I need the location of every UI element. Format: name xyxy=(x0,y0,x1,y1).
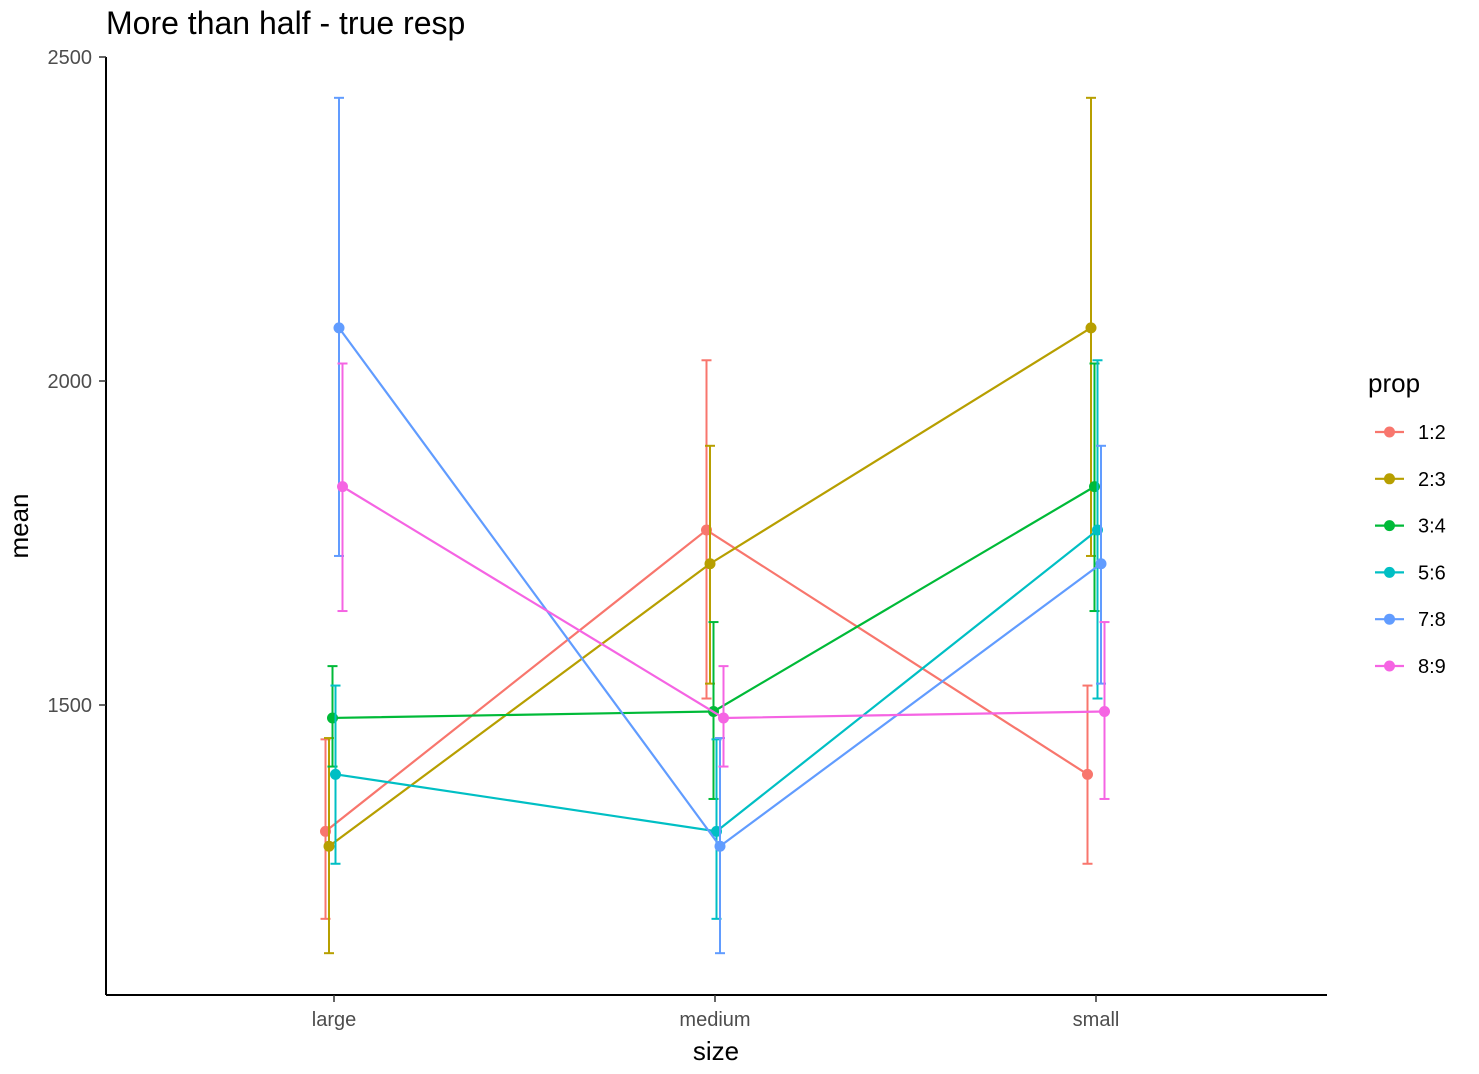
y-tick-label: 1500 xyxy=(48,695,93,717)
series-5-6 xyxy=(330,359,1103,920)
legend-item: 1:2 xyxy=(1375,422,1446,444)
series-2-3 xyxy=(323,96,1097,955)
legend-item: 3:4 xyxy=(1375,516,1446,538)
legend-item: 2:3 xyxy=(1375,469,1446,491)
data-point xyxy=(1095,558,1107,570)
plot-series xyxy=(320,96,1110,955)
series-7-8 xyxy=(333,96,1107,955)
legend-key-point xyxy=(1384,520,1395,532)
legend-item: 8:9 xyxy=(1375,656,1446,678)
legend-item: 7:8 xyxy=(1375,609,1446,631)
series-8-9 xyxy=(337,362,1110,800)
legend-label: 2:3 xyxy=(1418,469,1446,491)
x-tick-label: large xyxy=(312,1009,356,1031)
series-3-4 xyxy=(327,362,1100,800)
data-point xyxy=(323,840,335,852)
legend: prop 1:2 2:3 3:4 5:6 7:8 8:9 xyxy=(1368,368,1446,678)
data-point xyxy=(718,712,729,724)
x-tick-label: medium xyxy=(679,1009,750,1031)
data-point xyxy=(333,322,345,334)
legend-label: 8:9 xyxy=(1418,656,1446,678)
legend-item: 5:6 xyxy=(1375,562,1446,584)
data-point xyxy=(704,558,716,570)
legend-label: 7:8 xyxy=(1418,609,1446,631)
legend-key-point xyxy=(1384,426,1395,438)
x-axis-ticks: large medium small xyxy=(312,995,1120,1031)
y-axis-title: mean xyxy=(4,493,34,558)
legend-key-point xyxy=(1384,566,1395,578)
x-tick-label: small xyxy=(1073,1009,1120,1031)
chart-title: More than half - true resp xyxy=(106,5,465,41)
series-1-2 xyxy=(320,359,1093,920)
y-tick-label: 2500 xyxy=(48,47,93,69)
legend-title: prop xyxy=(1368,368,1420,398)
data-point xyxy=(1085,322,1097,334)
legend-key-point xyxy=(1384,473,1395,485)
data-point xyxy=(330,768,341,780)
legend-label: 3:4 xyxy=(1418,516,1446,538)
legend-label: 1:2 xyxy=(1418,422,1446,444)
data-point xyxy=(1082,768,1093,780)
data-point xyxy=(714,840,726,852)
legend-key-point xyxy=(1384,660,1395,672)
y-axis-ticks: 1500 2000 2500 xyxy=(48,47,106,717)
legend-label: 5:6 xyxy=(1418,562,1446,584)
legend-items: 1:2 2:3 3:4 5:6 7:8 8:9 xyxy=(1375,422,1446,678)
data-point xyxy=(337,481,348,493)
y-tick-label: 2000 xyxy=(48,371,93,393)
legend-key-point xyxy=(1384,613,1395,625)
x-axis-title: size xyxy=(693,1036,739,1066)
data-point xyxy=(1099,705,1110,717)
